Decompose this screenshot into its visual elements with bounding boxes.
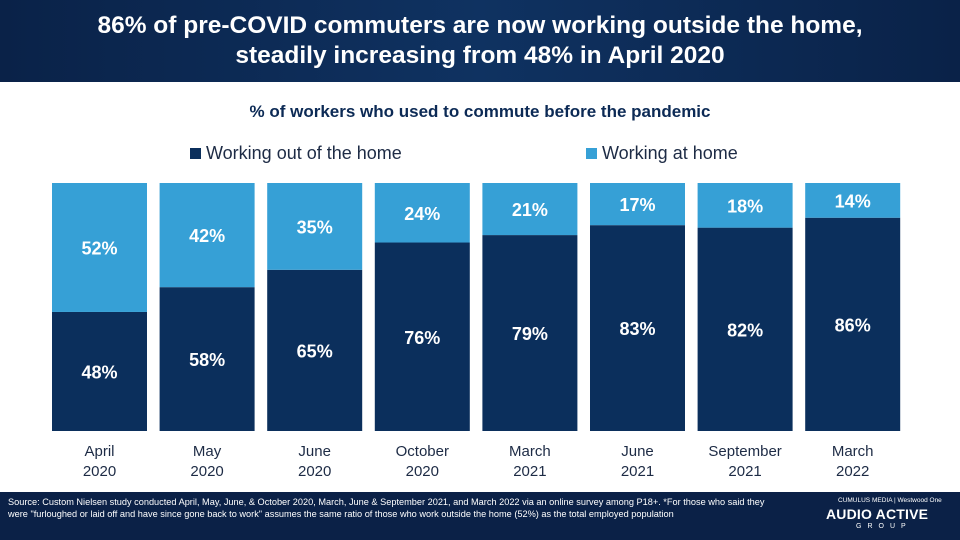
- chart-subtitle: % of workers who used to commute before …: [249, 102, 711, 121]
- legend-item-at-home: Working at home: [586, 143, 738, 164]
- bar-out-of-home-0: [52, 311, 147, 431]
- bar-at-home-7: [805, 183, 901, 218]
- x-tick-label-2-1: 2020: [298, 463, 331, 480]
- x-tick-label-2-0: June: [298, 443, 331, 460]
- source-note: Source: Custom Nielsen study conducted A…: [8, 497, 765, 519]
- data-label-at-home-6: 18%: [727, 196, 763, 216]
- x-tick-label-5-1: 2021: [621, 463, 654, 480]
- data-label-at-home-0: 52%: [81, 238, 117, 258]
- bar-out-of-home-7: [805, 217, 901, 431]
- x-tick-label-7-0: March: [832, 443, 874, 460]
- legend-item-out-of-home: Working out of the home: [190, 143, 402, 164]
- data-label-out-of-home-5: 83%: [619, 319, 655, 339]
- data-label-out-of-home-6: 82%: [727, 320, 763, 340]
- bar-at-home-3: [374, 183, 470, 243]
- data-label-out-of-home-0: 48%: [81, 362, 117, 382]
- bar-out-of-home-6: [697, 227, 793, 431]
- x-tick-label-6-1: 2021: [728, 463, 761, 480]
- bar-at-home-5: [590, 183, 685, 226]
- footer-bar: Source: Custom Nielsen study conducted A…: [0, 492, 960, 540]
- data-label-out-of-home-7: 86%: [835, 315, 871, 335]
- legend-label-at-home: Working at home: [602, 143, 738, 163]
- x-tick-label-0-1: 2020: [83, 463, 116, 480]
- x-tick-label-5-0: June: [621, 443, 654, 460]
- data-label-out-of-home-4: 79%: [512, 324, 548, 344]
- x-tick-label-3-0: October: [396, 443, 449, 460]
- data-label-out-of-home-1: 58%: [189, 350, 225, 370]
- legend-swatch-out-of-home: [190, 148, 201, 159]
- bar-at-home-0: [52, 183, 147, 312]
- data-label-at-home-1: 42%: [189, 226, 225, 246]
- bar-out-of-home-3: [374, 242, 470, 431]
- data-label-at-home-3: 24%: [404, 204, 440, 224]
- x-tick-label-4-0: March: [509, 443, 551, 460]
- legend-label-out-of-home: Working out of the home: [206, 143, 402, 163]
- stacked-bar-chart: 48% 52% April 2020 58% 42% May 2020 65% 35% June 20…: [52, 183, 901, 480]
- data-label-at-home-4: 21%: [512, 200, 548, 220]
- bar-out-of-home-2: [267, 269, 363, 431]
- data-label-at-home-7: 14%: [835, 191, 871, 211]
- x-tick-label-0-0: April: [84, 443, 114, 460]
- chart-title: 86% of pre-COVID commuters are now worki…: [15, 11, 945, 71]
- legend: Working out of the home Working at home: [0, 143, 960, 165]
- title-line-2: steadily increasing from 48% in April 20…: [235, 42, 725, 69]
- bar-out-of-home-5: [590, 225, 685, 431]
- title-banner: 86% of pre-COVID commuters are now worki…: [0, 0, 960, 82]
- data-label-at-home-2: 35%: [297, 217, 333, 237]
- data-label-out-of-home-3: 76%: [404, 328, 440, 348]
- legend-swatch-at-home: [586, 148, 597, 159]
- x-tick-label-7-1: 2022: [836, 463, 869, 480]
- bar-at-home-1: [159, 183, 255, 288]
- bar-out-of-home-4: [482, 235, 578, 431]
- logo-sub-text: GROUP: [856, 523, 912, 530]
- x-tick-label-3-1: 2020: [406, 463, 439, 480]
- x-tick-label-1-0: May: [193, 443, 222, 460]
- bar-at-home-4: [482, 183, 578, 236]
- x-tick-label-4-1: 2021: [513, 463, 546, 480]
- title-line-1: 86% of pre-COVID commuters are now worki…: [97, 12, 863, 39]
- logo-main-text: AUDIO ACTIVE: [826, 506, 929, 522]
- x-tick-label-1-1: 2020: [190, 463, 223, 480]
- bar-out-of-home-1: [159, 287, 255, 431]
- bar-at-home-6: [697, 183, 793, 228]
- data-label-out-of-home-2: 65%: [297, 341, 333, 361]
- logo-top-text: CUMULUS MEDIA | Westwood One: [838, 497, 942, 504]
- bar-at-home-2: [267, 183, 363, 270]
- data-label-at-home-5: 17%: [619, 195, 655, 215]
- x-tick-label-6-0: September: [708, 443, 781, 460]
